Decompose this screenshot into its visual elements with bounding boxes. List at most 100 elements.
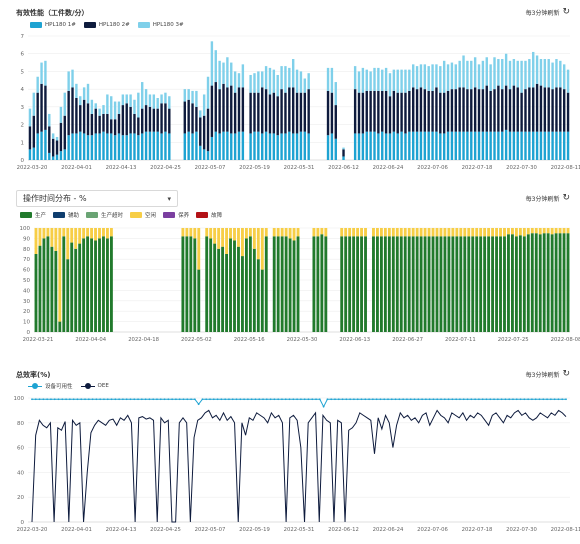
legend-item-production[interactable]: 生产: [20, 211, 46, 219]
bar-2: [63, 115, 66, 150]
availability-point: [171, 398, 174, 401]
availability-point: [31, 398, 33, 401]
availability-point: [394, 398, 397, 401]
legend-item-oee[interactable]: OEE: [80, 383, 109, 389]
bar-3: [559, 60, 562, 88]
bar-1: [559, 131, 562, 160]
bar-2: [489, 90, 492, 132]
bar-production: [522, 236, 526, 332]
legend-item-2[interactable]: HPL180 2#: [83, 22, 130, 28]
bar-idle: [499, 228, 502, 237]
bar-production: [78, 243, 82, 332]
availability-point: [337, 398, 340, 401]
bar-3: [187, 89, 190, 100]
bar-3: [206, 76, 210, 109]
bar-3: [36, 76, 39, 93]
bar-3: [210, 41, 214, 86]
bar-production: [252, 248, 256, 332]
bar-idle: [50, 228, 54, 247]
bar-1: [307, 133, 310, 160]
legend-item-idle[interactable]: 空闲: [130, 211, 156, 219]
availability-point: [417, 398, 420, 401]
bar-idle: [542, 228, 546, 234]
bar-1: [156, 131, 159, 160]
bar-production: [217, 248, 221, 332]
y-tick-label: 50: [23, 278, 30, 284]
bar-3: [113, 101, 117, 120]
refresh-icon[interactable]: ↻: [562, 369, 570, 379]
bar-3: [439, 66, 442, 93]
bar-production: [534, 233, 538, 332]
chart-selector-dropdown[interactable]: 操作时间分布 - % ▾: [16, 190, 178, 207]
x-tick-label: 2022-03-20: [17, 165, 48, 171]
bar-3: [462, 55, 465, 88]
legend-item-fault[interactable]: 故障: [196, 211, 222, 219]
availability-point: [80, 398, 83, 401]
bar-idle: [86, 228, 90, 237]
legend-item-1[interactable]: HPL180 1#: [30, 22, 76, 28]
bar-3: [94, 103, 97, 109]
bar-1: [431, 131, 434, 160]
refresh-icon[interactable]: ↻: [562, 193, 570, 203]
availability-point: [485, 398, 488, 401]
legend-item-maintenance[interactable]: 保养: [163, 211, 189, 219]
legend-item-availability[interactable]: 设备可用性: [28, 382, 73, 390]
bar-2: [477, 89, 481, 132]
legend-swatch: [163, 212, 176, 218]
bar-idle: [70, 228, 74, 243]
bar-1: [75, 133, 78, 160]
availability-point: [470, 398, 473, 401]
bar-1: [261, 133, 264, 160]
legend-item-auxiliary[interactable]: 辅助: [53, 211, 79, 219]
performance-title: 有效性能（工件数/分）: [16, 9, 89, 17]
bar-1: [295, 133, 299, 160]
bar-idle: [348, 228, 352, 237]
bar-2: [439, 92, 442, 134]
refresh-icon[interactable]: ↻: [562, 7, 570, 17]
bar-idle: [292, 228, 296, 241]
bar-2: [299, 92, 303, 132]
bar-3: [307, 73, 310, 90]
legend-swatch: [130, 212, 143, 218]
bar-1: [543, 131, 547, 160]
bar-1: [117, 133, 121, 160]
bar-1: [121, 135, 125, 160]
efficiency-title: 总效率(%): [16, 371, 51, 379]
bar-production: [435, 236, 439, 332]
legend-item-overtime[interactable]: 生产超时: [86, 211, 123, 219]
availability-point: [110, 398, 113, 401]
bar-1: [497, 131, 500, 160]
bar-idle: [193, 228, 197, 239]
bar-idle: [475, 228, 479, 237]
availability-point: [356, 398, 359, 401]
x-tick-label: 2022-05-31: [284, 527, 315, 533]
bar-3: [454, 64, 457, 90]
bar-production: [554, 233, 558, 332]
refresh-indicator[interactable]: 每3分钟刷新 ↻: [526, 7, 570, 18]
refresh-indicator[interactable]: 每3分钟刷新 ↻: [526, 193, 570, 204]
bar-production: [379, 236, 383, 332]
availability-point: [440, 398, 442, 401]
availability-point: [296, 398, 299, 401]
availability-point: [364, 398, 367, 401]
bar-idle: [379, 228, 383, 237]
legend-swatch: [137, 22, 150, 28]
bar-1: [439, 133, 442, 160]
availability-point: [349, 398, 352, 401]
bar-2: [272, 92, 276, 134]
bar-2: [423, 89, 427, 132]
legend-item-3[interactable]: HPL180 3#: [137, 22, 184, 28]
bar-production: [415, 236, 419, 332]
bar-3: [555, 59, 558, 88]
bar-2: [40, 83, 43, 132]
refresh-indicator[interactable]: 每3分钟刷新 ↻: [526, 369, 570, 380]
bar-production: [399, 236, 403, 332]
bar-2: [458, 87, 461, 132]
bar-3: [435, 64, 438, 88]
bar-2: [547, 87, 550, 132]
availability-point: [565, 398, 567, 401]
bar-production: [376, 236, 379, 332]
bar-production: [324, 236, 328, 332]
bar-3: [334, 82, 337, 106]
bar-1: [377, 133, 380, 160]
